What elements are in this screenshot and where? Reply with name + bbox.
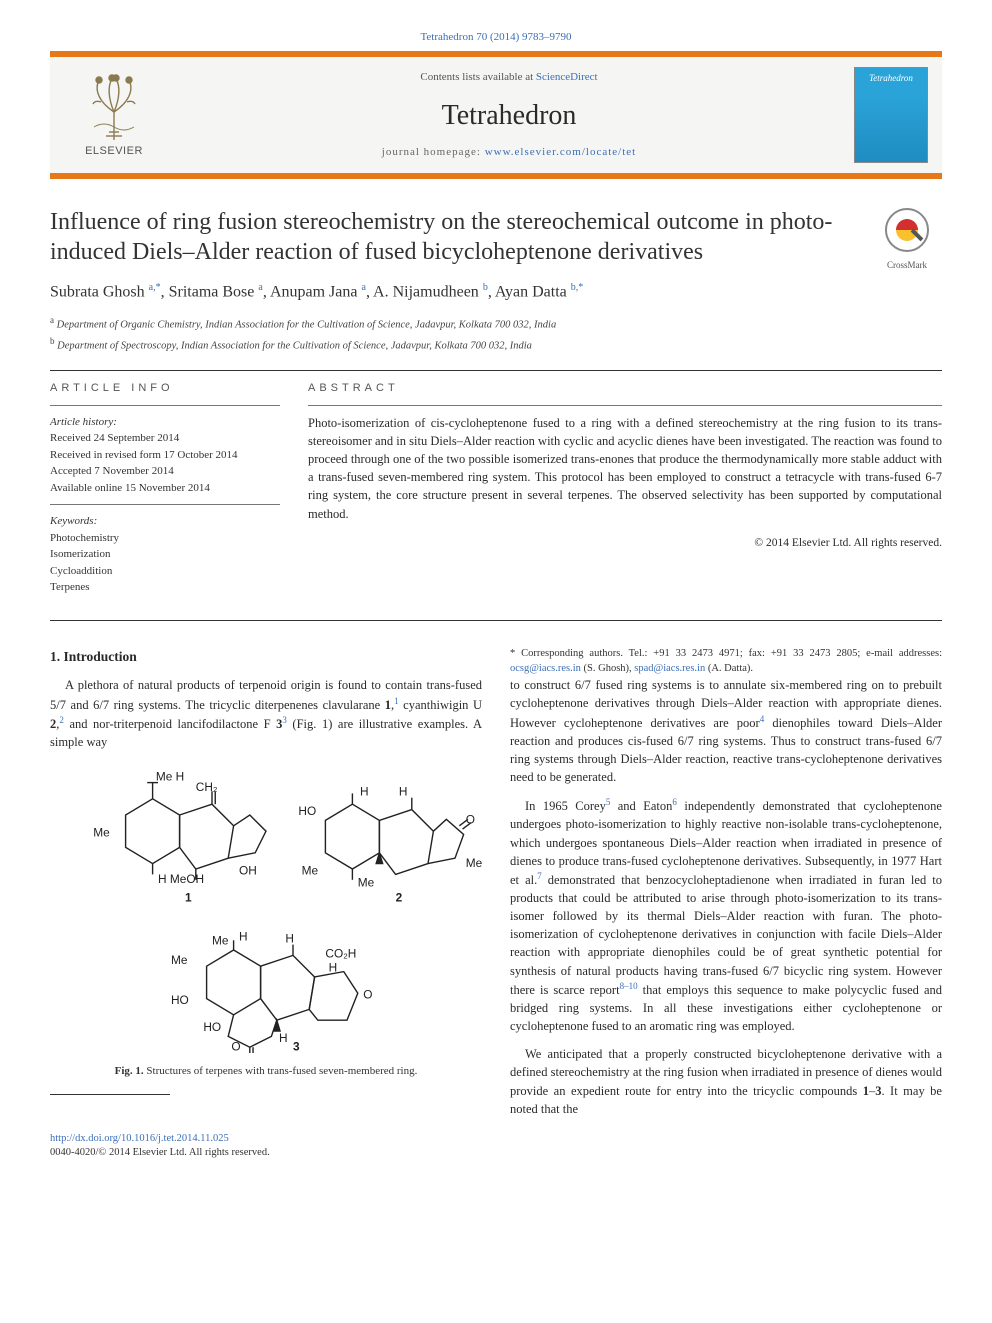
- svg-text:Me: Me: [302, 864, 319, 878]
- footnote-text-a: Corresponding authors. Tel.: +91 33 2473…: [515, 648, 942, 659]
- figure-1-structures: Me Me H CH₂ H MeOH OH 1: [50, 761, 482, 1053]
- homepage-link[interactable]: www.elsevier.com/locate/tet: [485, 146, 637, 158]
- email-2[interactable]: spad@iacs.res.in: [634, 663, 705, 674]
- keyword-3: Terpenes: [50, 579, 280, 596]
- p1-m2: cyanthiwigin U: [399, 698, 482, 712]
- p1-m4: and nor-triterpenoid lancifodilactone F: [64, 717, 276, 731]
- fig1-caption-text: Structures of terpenes with trans-fused …: [144, 1065, 418, 1077]
- contents-prefix: Contents lists available at: [420, 71, 535, 83]
- p3-d: demonstrated that benzocycloheptadienone…: [510, 873, 942, 997]
- article-info-heading: ARTICLE INFO: [50, 371, 280, 404]
- journal-cover-label: Tetrahedron: [855, 72, 927, 85]
- footnote-text-c: (A. Datta).: [705, 663, 753, 674]
- footnote-text-b: (S. Ghosh),: [581, 663, 634, 674]
- intro-para-3: In 1965 Corey5 and Eaton6 independently …: [510, 796, 942, 1035]
- intro-para-4: We anticipated that a properly construct…: [510, 1045, 942, 1118]
- abstract-copyright: © 2014 Elsevier Ltd. All rights reserved…: [308, 535, 942, 551]
- affiliations: a Department of Organic Chemistry, India…: [50, 314, 942, 354]
- history-line-2: Accepted 7 November 2014: [50, 463, 280, 480]
- abstract-column: ABSTRACT Photo-isomerization of cis-cycl…: [308, 371, 942, 603]
- rule-below-abstract: [50, 620, 942, 621]
- article-info-column: ARTICLE INFO Article history: Received 2…: [50, 371, 280, 603]
- svg-text:O: O: [231, 1040, 240, 1053]
- keyword-0: Photochemistry: [50, 530, 280, 547]
- svg-text:H: H: [285, 932, 294, 946]
- figure-1: Me Me H CH₂ H MeOH OH 1: [50, 761, 482, 1080]
- affil-sup-a: a: [50, 315, 54, 325]
- svg-text:OH: OH: [239, 864, 257, 878]
- svg-text:Me: Me: [93, 826, 110, 840]
- svg-text:HO: HO: [171, 993, 189, 1007]
- journal-header: ELSEVIER Contents lists available at Sci…: [50, 51, 942, 179]
- keyword-2: Cycloaddition: [50, 563, 280, 580]
- svg-text:Me: Me: [466, 856, 482, 870]
- article-title: Influence of ring fusion stereochemistry…: [50, 207, 852, 267]
- history-label: Article history:: [50, 414, 280, 431]
- p3-b: and Eaton: [610, 799, 672, 813]
- svg-text:H: H: [279, 1031, 288, 1045]
- page-footer: http://dx.doi.org/10.1016/j.tet.2014.11.…: [50, 1132, 942, 1161]
- history-line-0: Received 24 September 2014: [50, 430, 280, 447]
- affil-text-b: Department of Spectroscopy, Indian Assoc…: [57, 341, 532, 352]
- header-center: Contents lists available at ScienceDirec…: [164, 70, 854, 160]
- keyword-1: Isomerization: [50, 546, 280, 563]
- abstract-heading: ABSTRACT: [308, 371, 942, 404]
- intro-para-2: to construct 6/7 fused ring systems is t…: [510, 676, 942, 786]
- svg-text:H MeOH: H MeOH: [158, 872, 204, 886]
- svg-text:Me: Me: [171, 953, 188, 967]
- citation-line: Tetrahedron 70 (2014) 9783–9790: [50, 30, 942, 45]
- citation-link[interactable]: Tetrahedron 70 (2014) 9783–9790: [420, 31, 571, 43]
- svg-text:Me: Me: [212, 934, 229, 948]
- figure-1-caption: Fig. 1. Structures of terpenes with tran…: [50, 1064, 482, 1080]
- contents-line: Contents lists available at ScienceDirec…: [164, 70, 854, 85]
- affil-text-a: Department of Organic Chemistry, Indian …: [57, 320, 557, 331]
- crossmark-icon: [884, 207, 930, 253]
- svg-text:CO₂H: CO₂H: [325, 947, 356, 961]
- publisher-logo-block: ELSEVIER: [64, 72, 164, 159]
- svg-text:1: 1: [185, 891, 192, 905]
- publisher-name: ELSEVIER: [85, 144, 143, 159]
- svg-text:H: H: [360, 785, 369, 799]
- svg-text:Me: Me: [358, 876, 375, 890]
- email-1[interactable]: ocsg@iacs.res.in: [510, 663, 581, 674]
- svg-text:2: 2: [396, 891, 403, 905]
- crossmark-label: CrossMark: [872, 259, 942, 272]
- p3-a: In 1965 Corey: [525, 799, 606, 813]
- affiliation-b: b Department of Spectroscopy, Indian Ass…: [50, 335, 942, 354]
- history-line-1: Received in revised form 17 October 2014: [50, 447, 280, 464]
- footnote-rule: [50, 1094, 170, 1095]
- affiliation-a: a Department of Organic Chemistry, India…: [50, 314, 942, 333]
- history-line-3: Available online 15 November 2014: [50, 480, 280, 497]
- body-columns: 1. Introduction A plethora of natural pr…: [50, 647, 942, 1118]
- crossmark-badge[interactable]: CrossMark: [872, 207, 942, 271]
- ref-8-10[interactable]: 8–10: [620, 981, 638, 991]
- homepage-line: journal homepage: www.elsevier.com/locat…: [164, 145, 854, 160]
- corresponding-footnote: * Corresponding authors. Tel.: +91 33 24…: [510, 647, 942, 676]
- footer-copyright: 0040-4020/© 2014 Elsevier Ltd. All right…: [50, 1146, 942, 1161]
- sciencedirect-link[interactable]: ScienceDirect: [536, 71, 598, 83]
- abstract-text: Photo-isomerization of cis-cycloheptenon…: [308, 406, 942, 529]
- journal-cover-thumb: Tetrahedron: [854, 67, 928, 163]
- article-history: Article history: Received 24 September 2…: [50, 406, 280, 505]
- svg-text:3: 3: [293, 1040, 300, 1053]
- affil-sup-b: b: [50, 336, 55, 346]
- svg-text:O: O: [363, 988, 372, 1002]
- svg-text:Me H: Me H: [156, 770, 184, 784]
- keywords-label: Keywords:: [50, 513, 280, 530]
- section-1-heading: 1. Introduction: [50, 647, 482, 667]
- svg-text:HO: HO: [298, 804, 316, 818]
- svg-text:H: H: [399, 785, 408, 799]
- keywords-block: Keywords: Photochemistry Isomerization C…: [50, 505, 280, 604]
- doi-link[interactable]: http://dx.doi.org/10.1016/j.tet.2014.11.…: [50, 1133, 229, 1144]
- intro-para-1: A plethora of natural products of terpen…: [50, 676, 482, 751]
- authors-line: Subrata Ghosh a,*, Sritama Bose a, Anupa…: [50, 281, 942, 304]
- fig1-label: Fig. 1.: [115, 1065, 144, 1077]
- svg-text:HO: HO: [203, 1020, 221, 1034]
- elsevier-tree-icon: [79, 72, 149, 142]
- journal-title: Tetrahedron: [164, 96, 854, 135]
- svg-text:H: H: [239, 930, 248, 944]
- svg-text:H: H: [329, 961, 338, 975]
- homepage-prefix: journal homepage:: [382, 146, 485, 158]
